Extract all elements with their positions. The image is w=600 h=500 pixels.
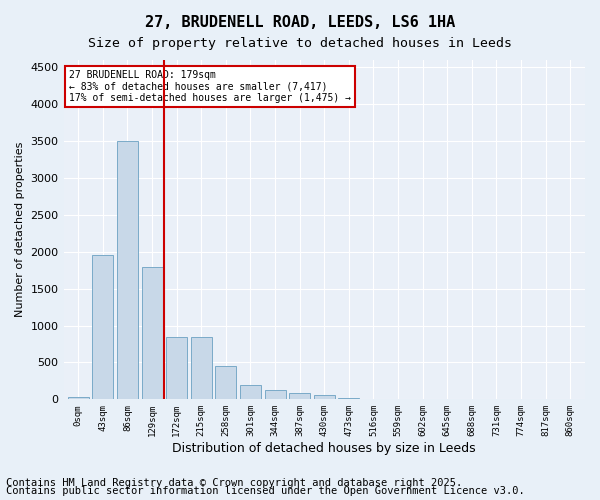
Bar bbox=[338, 398, 359, 400]
Bar bbox=[166, 336, 187, 400]
Bar bbox=[68, 397, 89, 400]
Bar bbox=[215, 366, 236, 400]
Text: 27, BRUDENELL ROAD, LEEDS, LS6 1HA: 27, BRUDENELL ROAD, LEEDS, LS6 1HA bbox=[145, 15, 455, 30]
X-axis label: Distribution of detached houses by size in Leeds: Distribution of detached houses by size … bbox=[172, 442, 476, 455]
Text: 27 BRUDENELL ROAD: 179sqm
← 83% of detached houses are smaller (7,417)
17% of se: 27 BRUDENELL ROAD: 179sqm ← 83% of detac… bbox=[69, 70, 351, 103]
Text: Size of property relative to detached houses in Leeds: Size of property relative to detached ho… bbox=[88, 38, 512, 51]
Bar bbox=[363, 398, 384, 400]
Text: Contains HM Land Registry data © Crown copyright and database right 2025.: Contains HM Land Registry data © Crown c… bbox=[6, 478, 462, 488]
Text: Contains public sector information licensed under the Open Government Licence v3: Contains public sector information licen… bbox=[6, 486, 525, 496]
Bar bbox=[314, 396, 335, 400]
Y-axis label: Number of detached properties: Number of detached properties bbox=[15, 142, 25, 318]
Bar bbox=[191, 336, 212, 400]
Bar bbox=[92, 256, 113, 400]
Bar bbox=[240, 384, 261, 400]
Bar bbox=[142, 266, 163, 400]
Bar bbox=[117, 141, 138, 400]
Bar bbox=[289, 394, 310, 400]
Bar bbox=[265, 390, 286, 400]
